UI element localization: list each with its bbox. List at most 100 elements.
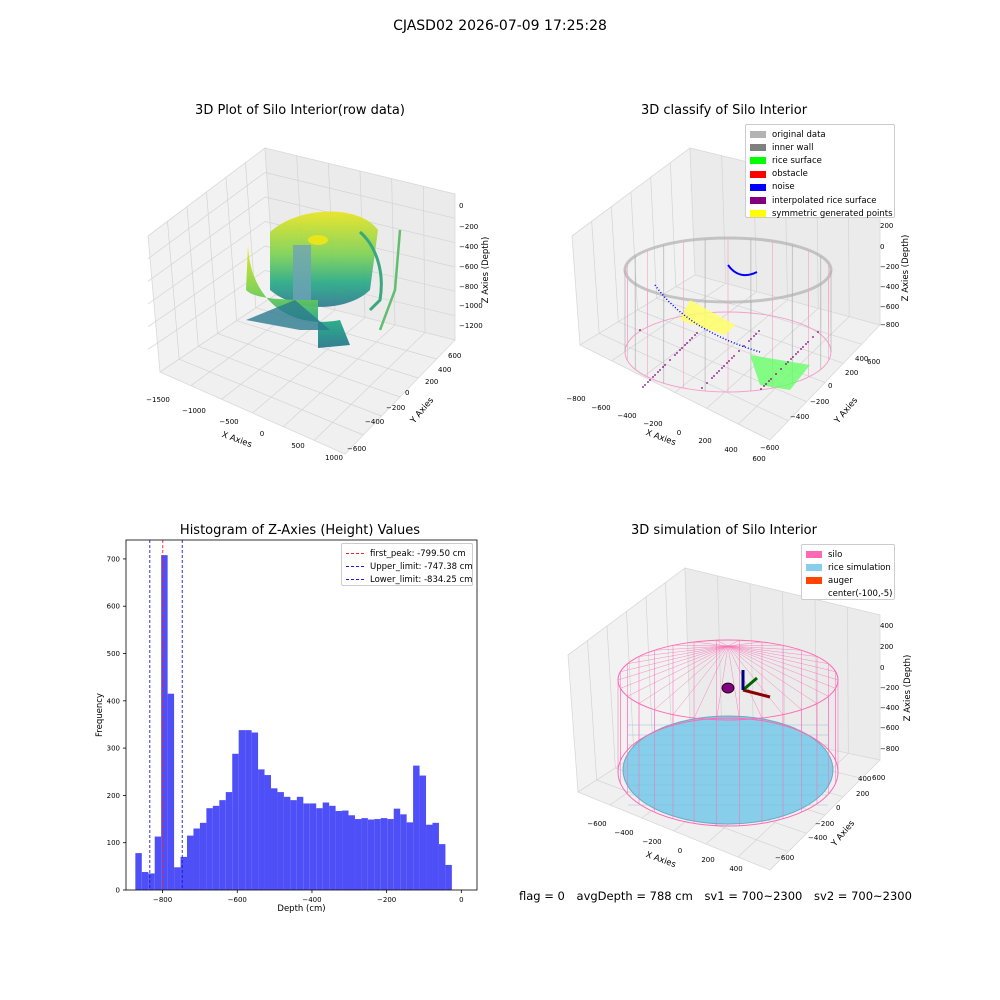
x-axis-label: X Axies [644, 428, 677, 448]
figure-title: CJASD02 2026-07-09 17:25:28 [393, 18, 607, 34]
y-tick-label: 0 [836, 804, 840, 812]
symmetric-points [680, 300, 735, 335]
silo-roof-line [672, 645, 729, 715]
silo-roof-line [727, 645, 763, 719]
y-tick-label: −600 [760, 444, 779, 452]
histogram-bar [180, 856, 188, 890]
x-axis-label: Depth (cm) [277, 904, 325, 914]
rice-simulation [622, 715, 834, 825]
grid-line [721, 155, 727, 284]
grid-line [782, 591, 786, 741]
auger-marker [721, 682, 735, 694]
histogram-bar [245, 730, 252, 890]
interpolated-point [792, 356, 794, 358]
x-tick-label: 0 [260, 430, 264, 438]
x-tick-label: 0 [678, 847, 682, 855]
plot2-title: 3D classify of Silo Interior [640, 103, 808, 118]
y-tick-label: 0 [405, 389, 409, 397]
x-axis-label: X Axies [220, 430, 253, 450]
interpolated-point [731, 357, 733, 359]
histogram-bar [445, 864, 452, 890]
interpolated-point [785, 363, 787, 365]
silo-roof-line [620, 645, 729, 672]
interpolated-point [775, 373, 777, 375]
y-tick-label: 200 [107, 792, 120, 800]
z-tick-label: 200 [880, 643, 893, 651]
legend-noise: noise [750, 181, 890, 194]
y-tick-label: 200 [856, 790, 869, 798]
sv2-value: sv2 = 700~2300 [814, 889, 912, 903]
interpolated-point [644, 384, 646, 386]
silo-roof-line [727, 645, 802, 651]
x-tick-label: −200 [377, 896, 396, 904]
y-tick-label: 700 [107, 555, 120, 563]
histogram-bar [219, 800, 226, 890]
z-tick-label: 0 [880, 243, 884, 251]
interpolated-point [768, 380, 770, 382]
plot-frame [125, 539, 478, 891]
interpolated-point [647, 381, 649, 383]
flag-value: flag = 0 [519, 889, 565, 903]
x-tick-label: −800 [566, 395, 585, 403]
data-block [293, 245, 311, 300]
plot1-3d-axes [147, 147, 456, 455]
silo-roof-line [627, 645, 729, 664]
histogram-bar [154, 836, 162, 890]
histogram-bar [161, 555, 168, 890]
interpolated-point [713, 375, 715, 377]
data-edge [358, 230, 383, 312]
y-tick-label: 0 [828, 382, 832, 390]
interpolated-point [691, 337, 693, 339]
interpolated-point [681, 347, 683, 349]
histogram-bar [413, 765, 420, 890]
interpolated-point [800, 348, 802, 350]
y-tick-label: 0 [116, 887, 120, 895]
silo-roof-line [727, 645, 784, 647]
interpolated-point [763, 385, 765, 387]
silo-roof-line [693, 641, 729, 647]
grid-line [591, 221, 600, 334]
interpolated-point [701, 387, 703, 389]
histogram-bar [387, 819, 394, 890]
legend-auger: auger [806, 574, 890, 587]
silo-roof-line [693, 645, 729, 719]
data-edge [378, 229, 402, 331]
legend-original-data: original data [750, 128, 890, 141]
interpolated-point [817, 331, 819, 333]
interpolated-point [733, 355, 735, 357]
histogram-bar [225, 792, 233, 890]
legend-lower-limit: Lower_limit: -834.25 cm [346, 573, 472, 586]
interpolated-point [639, 329, 641, 331]
x-tick-label: 200 [701, 856, 714, 864]
simulation-legend: silo rice simulation auger center(-100,-… [801, 544, 895, 600]
x-tick-label: −500 [219, 418, 238, 426]
histogram-bar [342, 810, 349, 890]
interpolated-point [642, 386, 644, 388]
legend-upper-limit: Upper_limit: -747.38 cm [346, 560, 473, 573]
silo-roof-line [716, 640, 729, 647]
interpolated-point [694, 334, 696, 336]
grid-line [650, 177, 658, 299]
histogram-bar [277, 792, 284, 890]
interpolated-point [787, 361, 789, 363]
interpolated-point [807, 341, 809, 343]
silo-roof-line [727, 645, 829, 697]
legend-rice-surface: rice surface [750, 154, 890, 167]
interpolated-point [684, 344, 686, 346]
y-tick-label: −400 [808, 834, 827, 842]
histogram-bar [400, 814, 407, 890]
z-tick-label: −600 [880, 303, 899, 311]
silo-roof-line [727, 645, 740, 720]
histogram-bar [374, 819, 381, 890]
z-tick-label: −800 [880, 321, 899, 329]
z-tick-label: 400 [880, 622, 893, 630]
z-tick-label: −1200 [459, 322, 483, 330]
interpolated-point [726, 362, 728, 364]
x-tick-label: 0 [459, 896, 463, 904]
axis-arrow-x [742, 688, 771, 699]
y-tick-label: 200 [425, 378, 438, 386]
z-tick-label: −600 [459, 263, 478, 271]
silo-roof-line [727, 645, 836, 689]
z-tick-label: −200 [880, 684, 899, 692]
x-tick-label: −1000 [182, 407, 206, 415]
